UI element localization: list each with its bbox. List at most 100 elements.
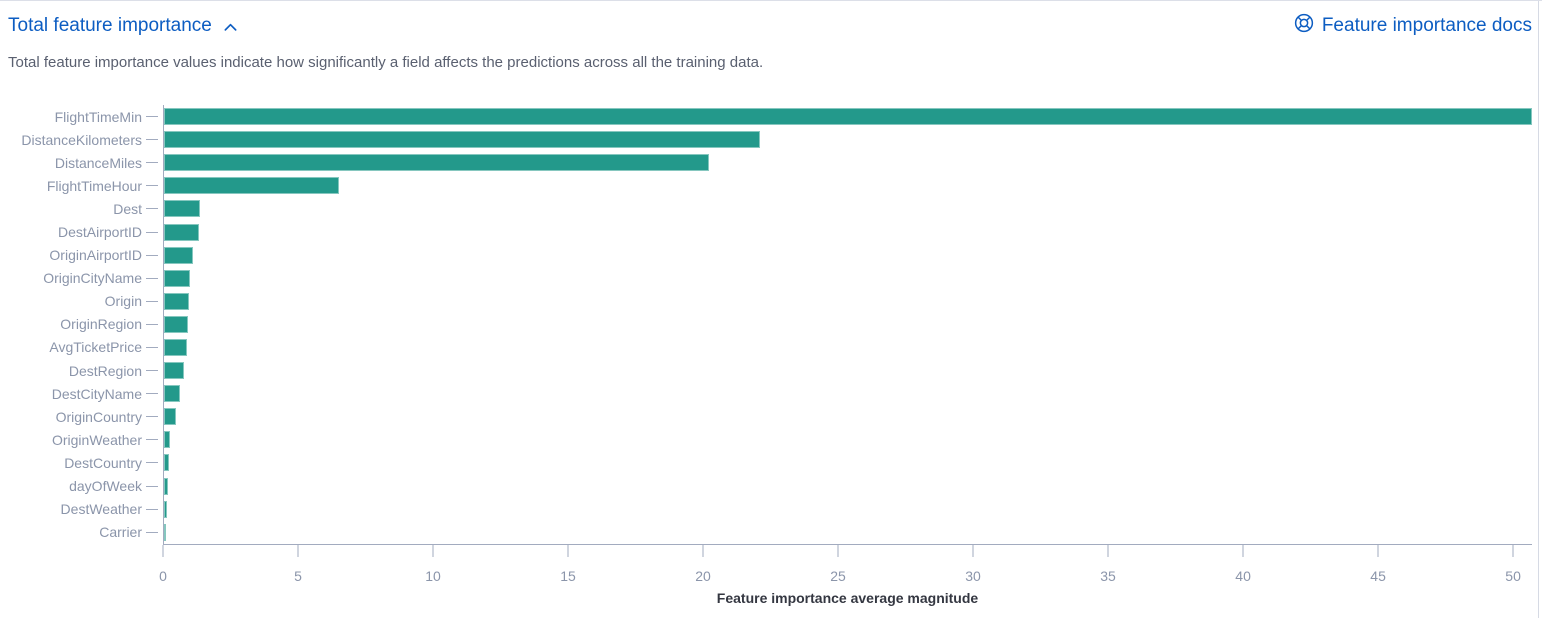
bar-track [163, 497, 1532, 521]
feature-importance-bar [164, 223, 200, 241]
y-axis-tick [142, 231, 163, 233]
chart-row: AvgTicketPrice [8, 335, 1532, 360]
x-axis-tick [837, 544, 839, 557]
y-axis-tick [142, 254, 163, 256]
y-axis-label: FlightTimeMin [54, 108, 142, 125]
chart-row: DistanceKilometers [8, 128, 1532, 152]
y-axis-label: DestAirportID [57, 224, 142, 241]
feature-importance-bar [164, 108, 1532, 126]
x-axis-tick-label: 45 [1370, 567, 1386, 584]
x-axis-tick-label: 20 [695, 567, 711, 584]
x-axis-tick-label: 0 [159, 567, 167, 584]
chart-row: FlightTimeMin [8, 105, 1532, 129]
feature-importance-bar [164, 154, 710, 172]
feature-importance-bar [164, 454, 169, 472]
y-axis-tick [142, 116, 163, 118]
chart-row: Dest [8, 197, 1532, 221]
chart-row: DistanceMiles [8, 151, 1532, 175]
chart-row: FlightTimeHour [8, 174, 1532, 198]
y-axis-tick [142, 346, 163, 348]
y-axis-tick [142, 416, 163, 418]
chart-row: OriginWeather [8, 428, 1532, 452]
y-axis-tick [142, 508, 163, 510]
bar-track [163, 266, 1532, 290]
feature-importance-bar [164, 269, 191, 287]
chart-row: OriginAirportID [8, 243, 1532, 267]
feature-importance-chart: FlightTimeMin DistanceKilometers DistanceM… [0, 105, 1542, 606]
y-axis-tick [142, 139, 163, 141]
y-axis-label: OriginWeather [51, 431, 142, 448]
bar-track [163, 220, 1532, 244]
y-axis-tick [142, 370, 163, 372]
chart-row: DestCountry [8, 451, 1532, 475]
x-axis-title: Feature importance average magnitude [716, 589, 979, 606]
bar-track [163, 474, 1532, 498]
chart-row: OriginCityName [8, 266, 1532, 290]
feature-importance-bar [164, 177, 340, 195]
bar-track [163, 289, 1532, 313]
bar-track [163, 151, 1532, 175]
bar-track [163, 243, 1532, 267]
y-axis-label: DistanceKilometers [21, 131, 142, 148]
y-axis-tick [142, 277, 163, 279]
y-axis-label: Dest [113, 200, 142, 217]
bar-track [163, 382, 1532, 406]
x-axis-tick [297, 544, 299, 557]
y-axis-tick [142, 162, 163, 164]
feature-importance-bar [164, 338, 188, 356]
y-axis-label: OriginRegion [60, 316, 142, 333]
y-axis-tick [142, 439, 163, 441]
chart-row: DestWeather [8, 497, 1532, 521]
bar-track [163, 197, 1532, 221]
feature-importance-bar [164, 292, 190, 310]
y-axis-tick [142, 185, 163, 187]
y-axis-label: FlightTimeHour [46, 177, 142, 194]
feature-importance-docs-link[interactable]: Feature importance docs [1294, 13, 1532, 39]
x-axis-tick-label: 40 [1235, 567, 1251, 584]
x-axis-tick-label: 30 [965, 567, 981, 584]
y-axis-label: DestCityName [51, 385, 142, 402]
chart-row: OriginCountry [8, 405, 1532, 429]
feature-importance-bar [164, 408, 176, 426]
panel-right-border [1538, 1, 1539, 618]
y-axis-label: OriginCountry [55, 408, 142, 425]
feature-importance-bar [164, 385, 181, 403]
y-axis-tick [142, 485, 163, 487]
feature-importance-bar [164, 200, 201, 218]
x-axis-tick [1512, 544, 1514, 557]
x-axis-tick-label: 50 [1505, 567, 1521, 584]
bar-track [163, 520, 1532, 544]
feature-importance-bar [164, 246, 193, 264]
feature-importance-bar [164, 431, 170, 449]
chart-row: dayOfWeek [8, 474, 1532, 498]
x-axis-tick-label: 5 [294, 567, 302, 584]
y-axis-label: Carrier [99, 524, 142, 541]
feature-importance-bar [164, 131, 761, 149]
y-axis-tick [142, 462, 163, 464]
chart-row: DestAirportID [8, 220, 1532, 244]
x-axis-tick [432, 544, 434, 557]
y-axis-tick [142, 531, 163, 533]
bar-track [163, 428, 1532, 452]
y-axis-label: dayOfWeek [69, 478, 142, 495]
chart-row: Carrier [8, 520, 1532, 544]
x-axis-tick-label: 35 [1100, 567, 1116, 584]
x-axis-tick-label: 10 [425, 567, 441, 584]
chart-row: OriginRegion [8, 312, 1532, 336]
section-description: Total feature importance values indicate… [8, 54, 764, 71]
x-axis-tick [702, 544, 704, 557]
x-axis-tick [1377, 544, 1379, 557]
feature-importance-bar [164, 477, 169, 495]
feature-importance-bar [164, 500, 168, 518]
section-title: Total feature importance [8, 15, 212, 36]
feature-importance-bar [164, 523, 166, 541]
section-header: Total feature importance Feature importa… [0, 1, 1542, 39]
x-axis-tick [1107, 544, 1109, 557]
x-axis-tick [1242, 544, 1244, 557]
x-axis-tick [972, 544, 974, 557]
y-axis-label: AvgTicketPrice [49, 339, 142, 356]
bar-track [163, 105, 1532, 129]
chevron-up-icon [223, 20, 238, 35]
total-feature-importance-accordion-toggle[interactable]: Total feature importance [8, 15, 238, 37]
